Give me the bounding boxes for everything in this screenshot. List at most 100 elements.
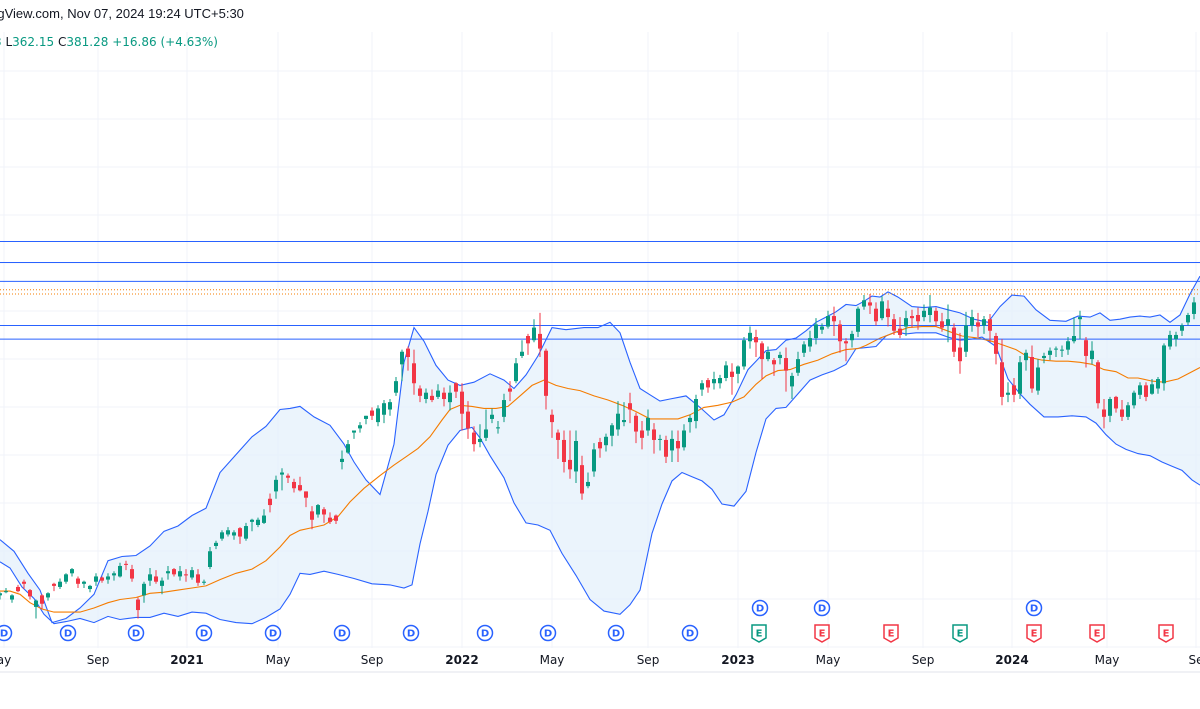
dividend-marker[interactable]: D [1025,599,1043,617]
candle [766,346,770,362]
candle-body [220,532,224,539]
event-letter: D [686,629,694,640]
dividend-marker[interactable]: D [681,624,699,642]
candle-body [826,316,830,327]
candle-body [364,415,368,419]
candle [1072,317,1076,344]
candle [52,582,56,592]
candle-body [406,348,410,357]
candle-body [538,333,542,349]
candle-body [1186,315,1190,323]
candle-body [394,381,398,393]
candle [994,332,998,365]
event-letter: D [64,629,72,640]
earnings-marker[interactable]: E [1026,624,1042,643]
candle-body [76,578,80,584]
candle-body [694,399,698,422]
dividend-marker[interactable]: D [195,624,213,642]
basis-line [0,326,1200,613]
candle-body [802,344,806,353]
candle-body [1084,340,1088,356]
dividend-marker[interactable]: D [402,624,420,642]
candle-body [124,563,128,565]
candle [1078,310,1082,340]
event-markers[interactable]: D D D D D D D D D D D D D D E E E E E E E [0,599,1174,643]
event-letter: D [269,629,277,640]
candle-body [514,363,518,382]
earnings-marker[interactable]: E [883,624,899,643]
candle-body [646,417,650,431]
candle [742,337,746,370]
candle-body [106,576,110,580]
horizontal-levels[interactable] [0,241,1200,340]
candle [22,579,26,590]
candle-body [1078,317,1082,320]
earnings-marker[interactable]: E [952,624,968,643]
earnings-marker[interactable]: E [1089,624,1105,643]
dividend-marker[interactable]: D [59,624,77,642]
event-letter: E [957,629,964,640]
candle [1168,330,1172,350]
event-letter: E [1163,629,1170,640]
candle-body [892,319,896,331]
candle [1174,331,1178,347]
candle-body [472,432,476,445]
candle-body [292,481,296,489]
candle [322,507,326,523]
candle [958,332,962,374]
candle [700,380,704,396]
candle [850,330,854,348]
candle-body [838,324,842,342]
candle-body [610,425,614,436]
candle [730,363,734,395]
dividend-marker[interactable]: D [264,624,282,642]
candle-body [628,403,632,410]
candle-body [100,577,104,581]
candle [100,576,104,583]
candle-body [382,403,386,415]
dividend-marker[interactable]: D [476,624,494,642]
candle-body [1132,392,1136,406]
candle [232,530,236,540]
candle [598,437,602,458]
event-letter: D [132,629,140,640]
time-axis-label: 2024 [995,653,1028,667]
candle-body [622,420,626,423]
candle [586,472,590,489]
candle [190,567,194,580]
earnings-marker[interactable]: E [1158,624,1174,643]
candle-body [658,438,662,440]
earnings-marker[interactable]: E [751,624,767,643]
earnings-marker[interactable]: E [814,624,830,643]
candle-body [592,449,596,472]
candle [724,361,728,382]
candle-body [754,337,758,343]
candle [1138,382,1142,399]
candle [922,304,926,322]
candle [622,402,626,427]
dividend-icon [59,624,77,642]
candle-body [1144,385,1148,397]
candle-body [484,429,488,438]
dividend-marker[interactable]: D [607,624,625,642]
candle-body [466,411,470,429]
dividend-marker[interactable]: D [751,599,769,617]
candle [220,530,224,541]
candle [658,434,662,451]
candle [268,493,272,513]
candle-body [172,569,176,575]
candle-body [886,308,890,318]
candle [880,296,884,321]
candle-body [1060,349,1064,351]
dividend-marker[interactable]: D [813,599,831,617]
earnings-icon [1089,624,1105,643]
dividend-marker[interactable]: D [539,624,557,642]
candle-body [1180,325,1184,331]
dividend-marker[interactable]: D [333,624,351,642]
candle [130,564,134,582]
candle [34,599,38,619]
dividend-marker[interactable]: D [0,624,13,642]
candle [484,409,488,441]
dividend-marker[interactable]: D [127,624,145,642]
